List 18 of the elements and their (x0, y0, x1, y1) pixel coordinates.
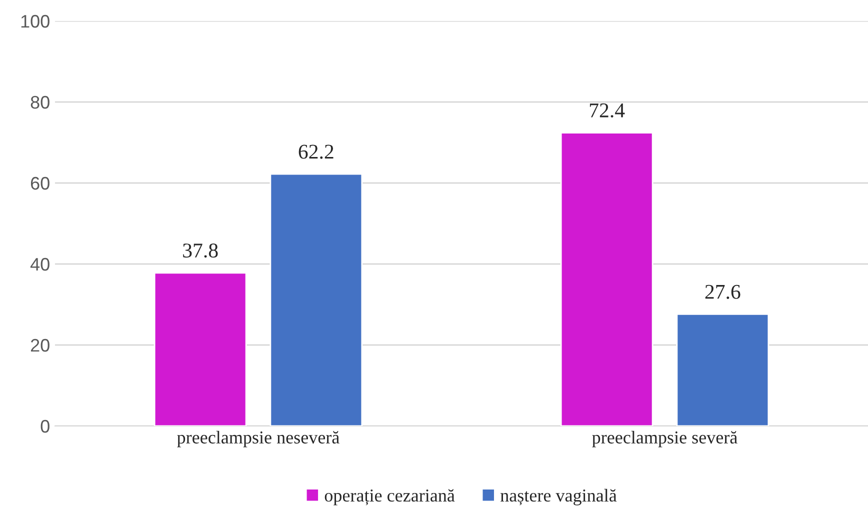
y-tick-label: 20 (30, 338, 50, 352)
y-tick-label: 100 (21, 14, 50, 28)
x-tick-label: preeclampsie severă (592, 430, 738, 448)
bar (676, 314, 770, 426)
legend-label: naștere vaginală (500, 488, 617, 506)
bar (560, 132, 654, 426)
data-label: 62.2 (298, 144, 334, 159)
bar (270, 173, 363, 426)
y-tick-label: 40 (30, 258, 50, 271)
bar (154, 272, 247, 426)
y-tick-label: 0 (40, 420, 50, 433)
legend-label: operație cezariană (324, 489, 455, 506)
data-label: 72.4 (590, 103, 625, 118)
x-tick-label: preeclampsie neseveră (177, 430, 340, 448)
data-label: 27.6 (705, 284, 740, 299)
y-tick-label: 80 (30, 96, 50, 109)
y-tick-label: 60 (30, 176, 50, 190)
data-label: 37.8 (183, 244, 218, 258)
